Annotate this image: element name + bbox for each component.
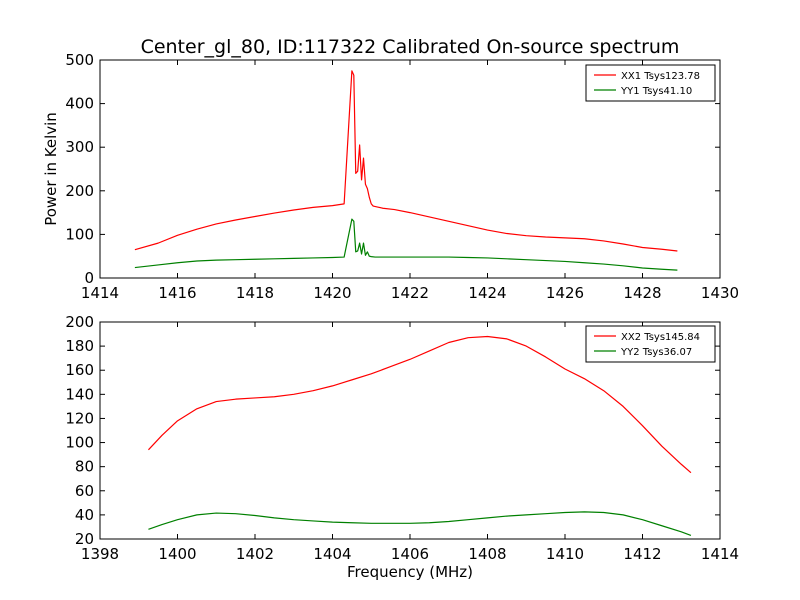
panel1-legend-label-2: YY1 Tsys41.10	[620, 86, 692, 97]
panel2-x-tick-label: 1410	[546, 545, 584, 563]
panel1-x-tick-label: 1424	[468, 284, 506, 302]
panel1-x-tick-label: 1430	[701, 284, 739, 302]
panel2-y-tick-label: 160	[65, 361, 94, 379]
panel2-y-tick-label: 120	[65, 409, 94, 427]
panel2-x-tick-label: 1404	[313, 545, 351, 563]
panel2-x-axis-label: Frequency (MHz)	[347, 563, 473, 581]
panel2-legend-label-2: YY2 Tsys36.07	[620, 347, 692, 358]
panel2-y-tick-label: 20	[75, 530, 94, 548]
panel1-y-tick-label: 100	[65, 225, 94, 243]
panel1-y-tick-label: 300	[65, 138, 94, 156]
panel1-x-tick-label: 1418	[236, 284, 274, 302]
panel1-x-tick-label: 1416	[158, 284, 196, 302]
panel2-legend-box	[585, 325, 716, 363]
panel1-x-tick-label: 1428	[623, 284, 661, 302]
panel2-y-tick-label: 100	[65, 434, 94, 452]
panel2-x-tick-label: 1414	[701, 545, 739, 563]
panel2-x-tick-label: 1406	[391, 545, 429, 563]
panel2-y-tick-label: 40	[75, 506, 94, 524]
top-panel: 1414 1416 1418 1420 1422 1424 1426 1428 1430 0 100…	[42, 51, 739, 302]
panel1-x-tick-label: 1414	[81, 284, 119, 302]
bottom-panel: 1398 1400 1402 1404 1406 1408 1410 1412 1414 20 40…	[65, 313, 739, 581]
panel2-x-tick-label: 1412	[623, 545, 661, 563]
panel2-y-tick-label: 180	[65, 337, 94, 355]
panel1-legend-box	[585, 64, 716, 102]
panel2-legend-label-1: XX2 Tsys145.84	[621, 332, 700, 343]
panel1-y-tick-label: 200	[65, 182, 94, 200]
panel1-y-axis-label: Power in Kelvin	[42, 112, 60, 226]
panel1-x-tick-label: 1426	[546, 284, 584, 302]
panel2-y-tick-label: 80	[75, 458, 94, 476]
panel1-x-tick-label: 1420	[313, 284, 351, 302]
panel1-series-line-1	[134, 70, 678, 252]
panel2-legend: XX2 Tsys145.84 YY2 Tsys36.07	[585, 325, 716, 363]
panel1-series-line-2	[134, 218, 678, 271]
panel1-legend: XX1 Tsys123.78 YY1 Tsys41.10	[585, 64, 716, 102]
panel2-y-tick-label: 60	[75, 482, 94, 500]
panel1-legend-label-1: XX1 Tsys123.78	[621, 71, 700, 82]
figure-title: Center_gl_80, ID:117322 Calibrated On-so…	[141, 36, 680, 58]
panel1-y-tick-label: 400	[65, 95, 94, 113]
panel1-y-tick-label: 0	[84, 269, 94, 287]
panel2-x-tick-label: 1408	[468, 545, 506, 563]
panel2-series-line-1	[148, 335, 692, 474]
panel1-y-tick-label: 500	[65, 51, 94, 69]
panel1-x-tick-label: 1422	[391, 284, 429, 302]
panel2-y-tick-label: 200	[65, 313, 94, 331]
panel2-x-tick-label: 1402	[236, 545, 274, 563]
panel2-series-line-2	[148, 511, 692, 536]
panel2-x-tick-label: 1398	[81, 545, 119, 563]
panel2-y-tick-label: 140	[65, 385, 94, 403]
panel2-x-tick-label: 1400	[158, 545, 196, 563]
